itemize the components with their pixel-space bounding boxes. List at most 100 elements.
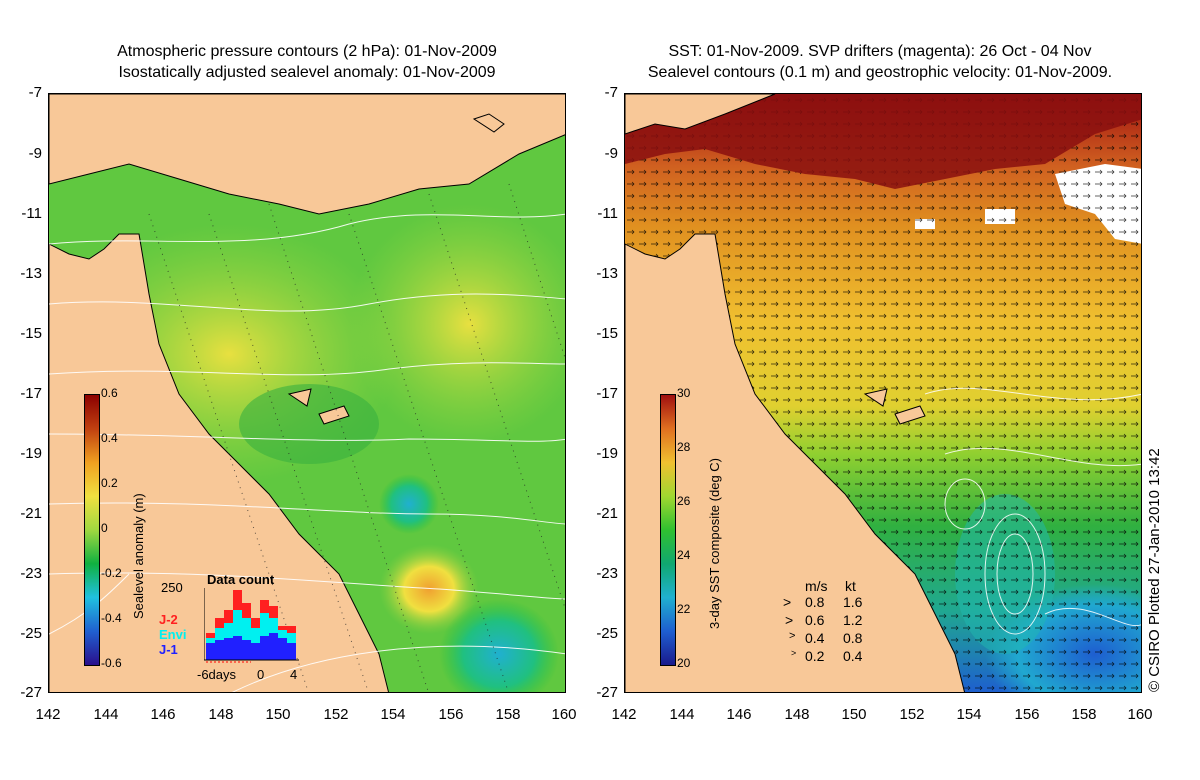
sst-cb-label-0: 30 — [677, 386, 691, 400]
right-ytick-9: -25 — [596, 625, 618, 642]
series-label-j1: J-1 — [159, 642, 178, 657]
right-ytick-4: -15 — [596, 325, 618, 342]
right-xtick-6: 154 — [956, 706, 982, 723]
vel-ms-3: 0.2 — [805, 648, 825, 664]
pressure-contours — [49, 213, 565, 692]
data-count-x-label-0: -6days — [197, 667, 237, 682]
left-xtick-0: 142 — [35, 706, 61, 723]
vel-kt-3: 0.4 — [843, 648, 863, 664]
vel-kt-1: 1.2 — [843, 612, 863, 628]
left-ytick-9: -25 — [20, 625, 42, 642]
right-xtick-7: 156 — [1014, 706, 1040, 723]
island-2 — [863, 388, 888, 407]
left-ytick-10: -27 — [20, 684, 42, 701]
left-ytick-3: -13 — [20, 265, 42, 282]
left-xtick-2: 146 — [150, 706, 176, 723]
sst-cb-label-2: 26 — [677, 494, 691, 508]
vel-ms-0: 0.8 — [805, 594, 825, 610]
sealevel-contours — [924, 387, 1141, 635]
right-ytick-6: -19 — [596, 445, 618, 462]
left-title-line2: Isostatically adjusted sealevel anomaly:… — [118, 64, 496, 81]
sst-colorbar — [660, 394, 676, 666]
left-ytick-8: -23 — [20, 565, 42, 582]
left-xtick-5: 152 — [323, 706, 349, 723]
left-xtick-7: 156 — [438, 706, 464, 723]
right-xtick-8: 158 — [1071, 706, 1097, 723]
data-count-title: Data count — [207, 572, 275, 587]
data-count-chart — [204, 588, 299, 663]
data-count-x-label-1: 0 — [257, 667, 265, 682]
island-3 — [318, 405, 350, 425]
right-ytick-8: -23 — [596, 565, 618, 582]
sla-cb-label-6: -0.6 — [101, 656, 122, 670]
right-ytick-0: -7 — [604, 84, 618, 101]
right-ytick-2: -11 — [597, 205, 618, 222]
vel-header-ms: m/s — [805, 578, 828, 594]
series-label-envi: Envi — [159, 627, 187, 642]
sla-colorbar — [84, 394, 100, 666]
left-ytick-4: -15 — [20, 325, 42, 342]
sst-cb-label-3: 24 — [677, 548, 691, 562]
left-ytick-2: -11 — [21, 205, 42, 222]
land-new-guinea — [625, 94, 776, 135]
left-xtick-6: 154 — [380, 706, 406, 723]
right-ytick-5: -17 — [596, 385, 618, 402]
right-title-line2: Sealevel contours (0.1 m) and geostrophi… — [647, 64, 1113, 81]
sla-cb-label-2: 0.2 — [101, 476, 118, 490]
sst-cb-title: 3-day SST composite (deg C) — [707, 458, 722, 629]
sla-cb-label-4: -0.2 — [101, 566, 122, 580]
sla-cb-title: Sealevel anomaly (m) — [131, 493, 146, 619]
vel-arrow-2: > — [789, 630, 796, 642]
sla-high-eddy — [379, 544, 479, 634]
sst-map-svg — [625, 94, 1141, 692]
right-xtick-4: 150 — [841, 706, 867, 723]
data-count-bars — [206, 590, 296, 660]
left-title-line1: Atmospheric pressure contours (2 hPa): 0… — [117, 43, 497, 60]
vel-ms-1: 0.6 — [805, 612, 825, 628]
sla-neutral-region — [239, 384, 379, 464]
island-2 — [287, 388, 312, 407]
right-xtick-2: 146 — [726, 706, 752, 723]
copyright-text: © CSIRO Plotted 27-Jan-2010 13:42 — [1146, 448, 1163, 692]
sst-cb-label-4: 22 — [677, 602, 691, 616]
left-ytick-7: -21 — [20, 505, 42, 522]
left-xtick-4: 150 — [265, 706, 291, 723]
warm-north-region — [625, 94, 1141, 189]
sla-cb-label-3: 0 — [101, 521, 108, 535]
land-australia — [625, 233, 966, 692]
vel-kt-0: 1.6 — [843, 594, 863, 610]
sst-cb-label-1: 28 — [677, 440, 691, 454]
land-australia — [49, 233, 390, 692]
left-xtick-9: 160 — [551, 706, 577, 723]
island-3 — [894, 405, 926, 425]
sla-cb-label-5: -0.4 — [101, 611, 122, 625]
right-ytick-1: -9 — [604, 145, 618, 162]
right-xtick-3: 148 — [784, 706, 810, 723]
left-ytick-1: -9 — [28, 145, 42, 162]
vel-kt-2: 0.8 — [843, 630, 863, 646]
sst-cb-label-5: 20 — [677, 656, 691, 670]
sla-map-svg — [49, 94, 565, 692]
right-xtick-5: 152 — [899, 706, 925, 723]
sla-low-eddy-south — [439, 599, 559, 692]
sla-low-eddy — [379, 474, 439, 534]
right-ytick-10: -27 — [596, 684, 618, 701]
right-xtick-9: 160 — [1127, 706, 1153, 723]
left-xtick-1: 144 — [93, 706, 119, 723]
vel-arrow-0: > — [783, 594, 792, 610]
left-xtick-8: 158 — [495, 706, 521, 723]
data-count-x-label-2: 4 — [290, 667, 298, 682]
sla-cb-label-1: 0.4 — [101, 431, 118, 445]
sla-positive-region-east — [349, 204, 565, 444]
left-ytick-0: -7 — [28, 84, 42, 101]
right-ytick-3: -13 — [596, 265, 618, 282]
vel-header-kt: kt — [845, 578, 856, 594]
right-map: 30 28 26 24 22 20 3-day SST composite (d… — [624, 93, 1142, 693]
vel-arrow-1: > — [785, 612, 794, 628]
right-title-line1: SST: 01-Nov-2009. SVP drifters (magenta)… — [668, 43, 1092, 60]
vel-ms-2: 0.4 — [805, 630, 825, 646]
vel-arrow-3: > — [791, 648, 797, 658]
right-xtick-0: 142 — [611, 706, 637, 723]
left-map: 0.6 0.4 0.2 0 -0.2 -0.4 -0.6 Sealevel an… — [48, 93, 566, 693]
left-ytick-6: -19 — [20, 445, 42, 462]
